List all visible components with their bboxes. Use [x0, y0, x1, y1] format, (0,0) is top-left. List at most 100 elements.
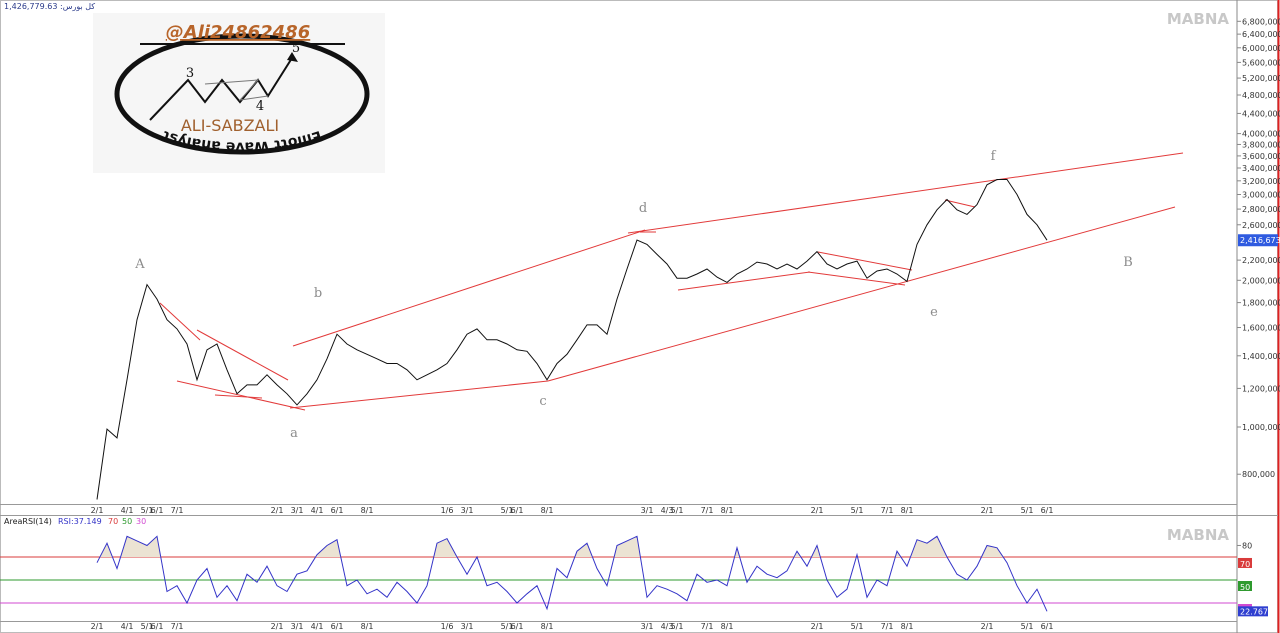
x-tick-label: 7/1	[701, 506, 714, 515]
trendline	[196, 329, 289, 381]
x-tick-label: 7/1	[171, 506, 184, 515]
x-tick-label: 7/1	[171, 622, 184, 631]
x-tick-label: 3/1	[461, 506, 474, 515]
y-tick-label: 2,000,000	[1242, 276, 1280, 285]
y-tick-label: 1,200,000	[1242, 384, 1280, 393]
y-tick-label: 3,000,000	[1242, 190, 1280, 199]
logo-wave-label: 5	[292, 41, 300, 56]
wave-label: f	[991, 149, 997, 164]
x-tick-label: 3/1	[641, 622, 654, 631]
rsi-level-legend: 70	[108, 517, 118, 526]
y-tick-label: 5,600,000	[1242, 58, 1280, 67]
logo-name: ALI-SABZALI	[181, 116, 279, 135]
x-tick-label: 5/1	[501, 506, 514, 515]
x-tick-label: 6/1	[511, 506, 524, 515]
wave-label: d	[639, 201, 647, 216]
rsi-readout: RSI:37.149	[58, 517, 102, 526]
y-tick-label: 6,000,000	[1242, 44, 1280, 53]
wave-label: a	[290, 426, 298, 441]
x-tick-label: 6/1	[331, 622, 344, 631]
x-tick-label: 5/1	[671, 622, 684, 631]
y-tick-label: 1,400,000	[1242, 352, 1280, 361]
logo-ring	[114, 33, 370, 155]
y-tick-label: 3,200,000	[1242, 177, 1280, 186]
y-tick-label: 3,800,000	[1242, 140, 1280, 149]
x-tick-label: 5/1	[851, 622, 864, 631]
x-tick-label: 6/1	[1041, 622, 1054, 631]
x-tick-label: 4/3	[661, 506, 674, 515]
x-tick-label: 4/1	[121, 622, 134, 631]
y-tick-label: 2,800,000	[1242, 205, 1280, 214]
logo-wave-label: 4	[256, 99, 264, 114]
y-tick-label: 2,600,000	[1242, 221, 1280, 230]
x-tick-label: 4/1	[311, 622, 324, 631]
trendline	[817, 251, 913, 271]
wave-label: b	[314, 286, 322, 301]
x-tick-label: 5/1	[141, 622, 154, 631]
y-tick-label: 3,400,000	[1242, 164, 1280, 173]
y-tick-label: 6,800,000	[1242, 17, 1280, 26]
x-tick-label: 8/1	[361, 622, 374, 631]
logo-background	[93, 13, 385, 173]
x-tick-label: 2/1	[271, 622, 284, 631]
trendline	[807, 271, 906, 286]
x-tick-label: 8/1	[541, 622, 554, 631]
x-tick-label: 5/1	[141, 506, 154, 515]
level-label: 50	[1240, 583, 1250, 592]
rsi-title: AreaRSI(14)	[4, 517, 52, 526]
x-tick-label: 6/1	[151, 506, 164, 515]
x-tick-label: 4/3	[661, 622, 674, 631]
level-box	[1238, 580, 1252, 591]
logo-channel	[204, 79, 269, 101]
x-tick-label: 8/1	[901, 506, 914, 515]
y-tick-label: 1,600,000	[1242, 324, 1280, 333]
series-line	[96, 535, 1048, 612]
y-tick-label: 2,200,000	[1242, 256, 1280, 265]
x-tick-label: 7/1	[881, 622, 894, 631]
wave-label: c	[539, 394, 546, 409]
x-tick-label: 1/6	[441, 506, 454, 515]
x-tick-label: 2/1	[811, 622, 824, 631]
y-tick-label: 4,400,000	[1242, 109, 1280, 118]
x-tick-label: 3/1	[461, 622, 474, 631]
x-tick-label: 4/1	[311, 506, 324, 515]
x-tick-label: 8/1	[541, 506, 554, 515]
y-tick-label: 1,000,000	[1242, 423, 1280, 432]
last-rsi-box	[1238, 606, 1268, 617]
index-label: 1,426,779.63 :کل بورس	[4, 2, 95, 11]
x-tick-label: 5/1	[1021, 622, 1034, 631]
wave-label: B	[1123, 255, 1133, 270]
x-tick-label: 5/1	[1021, 506, 1034, 515]
trendline	[627, 152, 1184, 234]
rsi-level-legend: 50	[122, 517, 132, 526]
trendline	[292, 229, 646, 347]
watermark: MABNA	[1167, 526, 1230, 544]
wave-label: A	[134, 257, 145, 272]
trendline	[289, 380, 549, 409]
trendline	[176, 380, 306, 411]
x-tick-label: 5/1	[851, 506, 864, 515]
trendline	[547, 206, 1176, 382]
trendline	[677, 271, 811, 291]
x-tick-label: 2/1	[91, 622, 104, 631]
logo: @Ali24862486 3 4 5 ALI-SABZALI Elliott W…	[93, 13, 385, 173]
x-tick-label: 1/6	[441, 622, 454, 631]
x-tick-label: 2/1	[811, 506, 824, 515]
x-tick-label: 8/1	[721, 506, 734, 515]
level-box	[1238, 557, 1252, 568]
x-tick-label: 7/1	[881, 506, 894, 515]
x-tick-label: 8/1	[361, 506, 374, 515]
last-price-label: 2,416,673	[1240, 236, 1280, 245]
x-tick-label: 2/1	[91, 506, 104, 515]
x-tick-label: 3/1	[291, 506, 304, 515]
logo-wave	[149, 57, 293, 121]
y-tick-label: 4,800,000	[1242, 91, 1280, 100]
x-tick-label: 7/1	[701, 622, 714, 631]
x-tick-label: 2/1	[271, 506, 284, 515]
x-tick-label: 8/1	[901, 622, 914, 631]
last-price-box	[1238, 234, 1278, 247]
y-tick-label: 80	[1242, 541, 1252, 550]
y-tick-label: 5,200,000	[1242, 74, 1280, 83]
x-tick-label: 3/1	[641, 506, 654, 515]
